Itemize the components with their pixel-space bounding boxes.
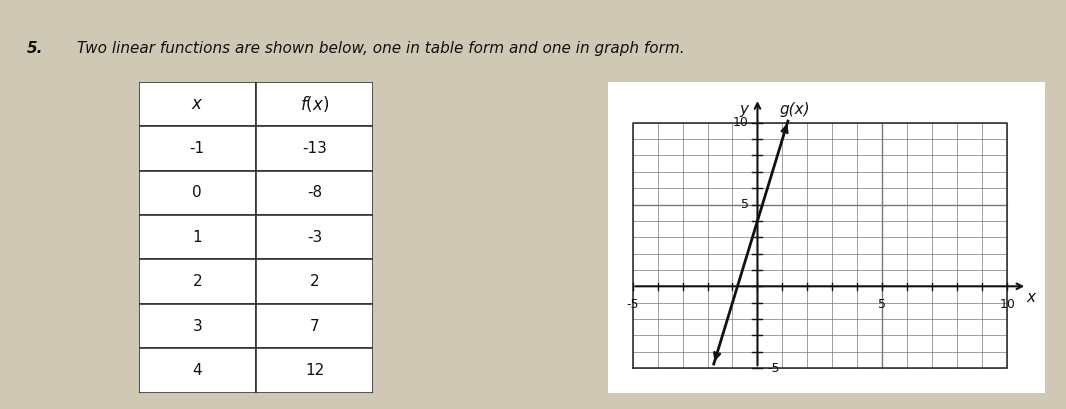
Text: $x$: $x$ (191, 95, 204, 113)
Bar (139, 126, 256, 171)
Text: $x$: $x$ (1027, 290, 1038, 305)
Bar (256, 82, 373, 126)
Bar (256, 215, 373, 259)
Text: -8: -8 (307, 185, 322, 200)
Text: 4: 4 (192, 363, 203, 378)
Text: 7: 7 (309, 319, 320, 333)
Text: 5.: 5. (27, 41, 43, 56)
Text: $f(x)$: $f(x)$ (300, 94, 329, 114)
Text: 2: 2 (192, 274, 203, 289)
Bar (256, 259, 373, 304)
Text: Two linear functions are shown below, one in table form and one in graph form.: Two linear functions are shown below, on… (77, 41, 684, 56)
Bar (139, 171, 256, 215)
Bar (139, 215, 256, 259)
Text: 1: 1 (192, 230, 203, 245)
Text: -13: -13 (302, 141, 327, 156)
Text: 2: 2 (309, 274, 320, 289)
Bar (139, 304, 256, 348)
Bar (256, 304, 373, 348)
Bar (139, 348, 256, 393)
Bar (139, 82, 256, 126)
Text: 5: 5 (741, 198, 748, 211)
Text: -1: -1 (190, 141, 205, 156)
Text: -5: -5 (627, 298, 639, 311)
Text: 0: 0 (192, 185, 203, 200)
Bar (256, 348, 373, 393)
Bar (256, 171, 373, 215)
Bar (139, 259, 256, 304)
Text: g(x): g(x) (780, 102, 810, 117)
Text: -5: -5 (768, 362, 780, 375)
Text: 10: 10 (999, 298, 1015, 311)
Text: 5: 5 (878, 298, 886, 311)
Text: 3: 3 (192, 319, 203, 333)
Text: -3: -3 (307, 230, 322, 245)
Text: y: y (739, 102, 748, 117)
Text: 10: 10 (732, 116, 748, 129)
Text: 12: 12 (305, 363, 324, 378)
Bar (256, 126, 373, 171)
